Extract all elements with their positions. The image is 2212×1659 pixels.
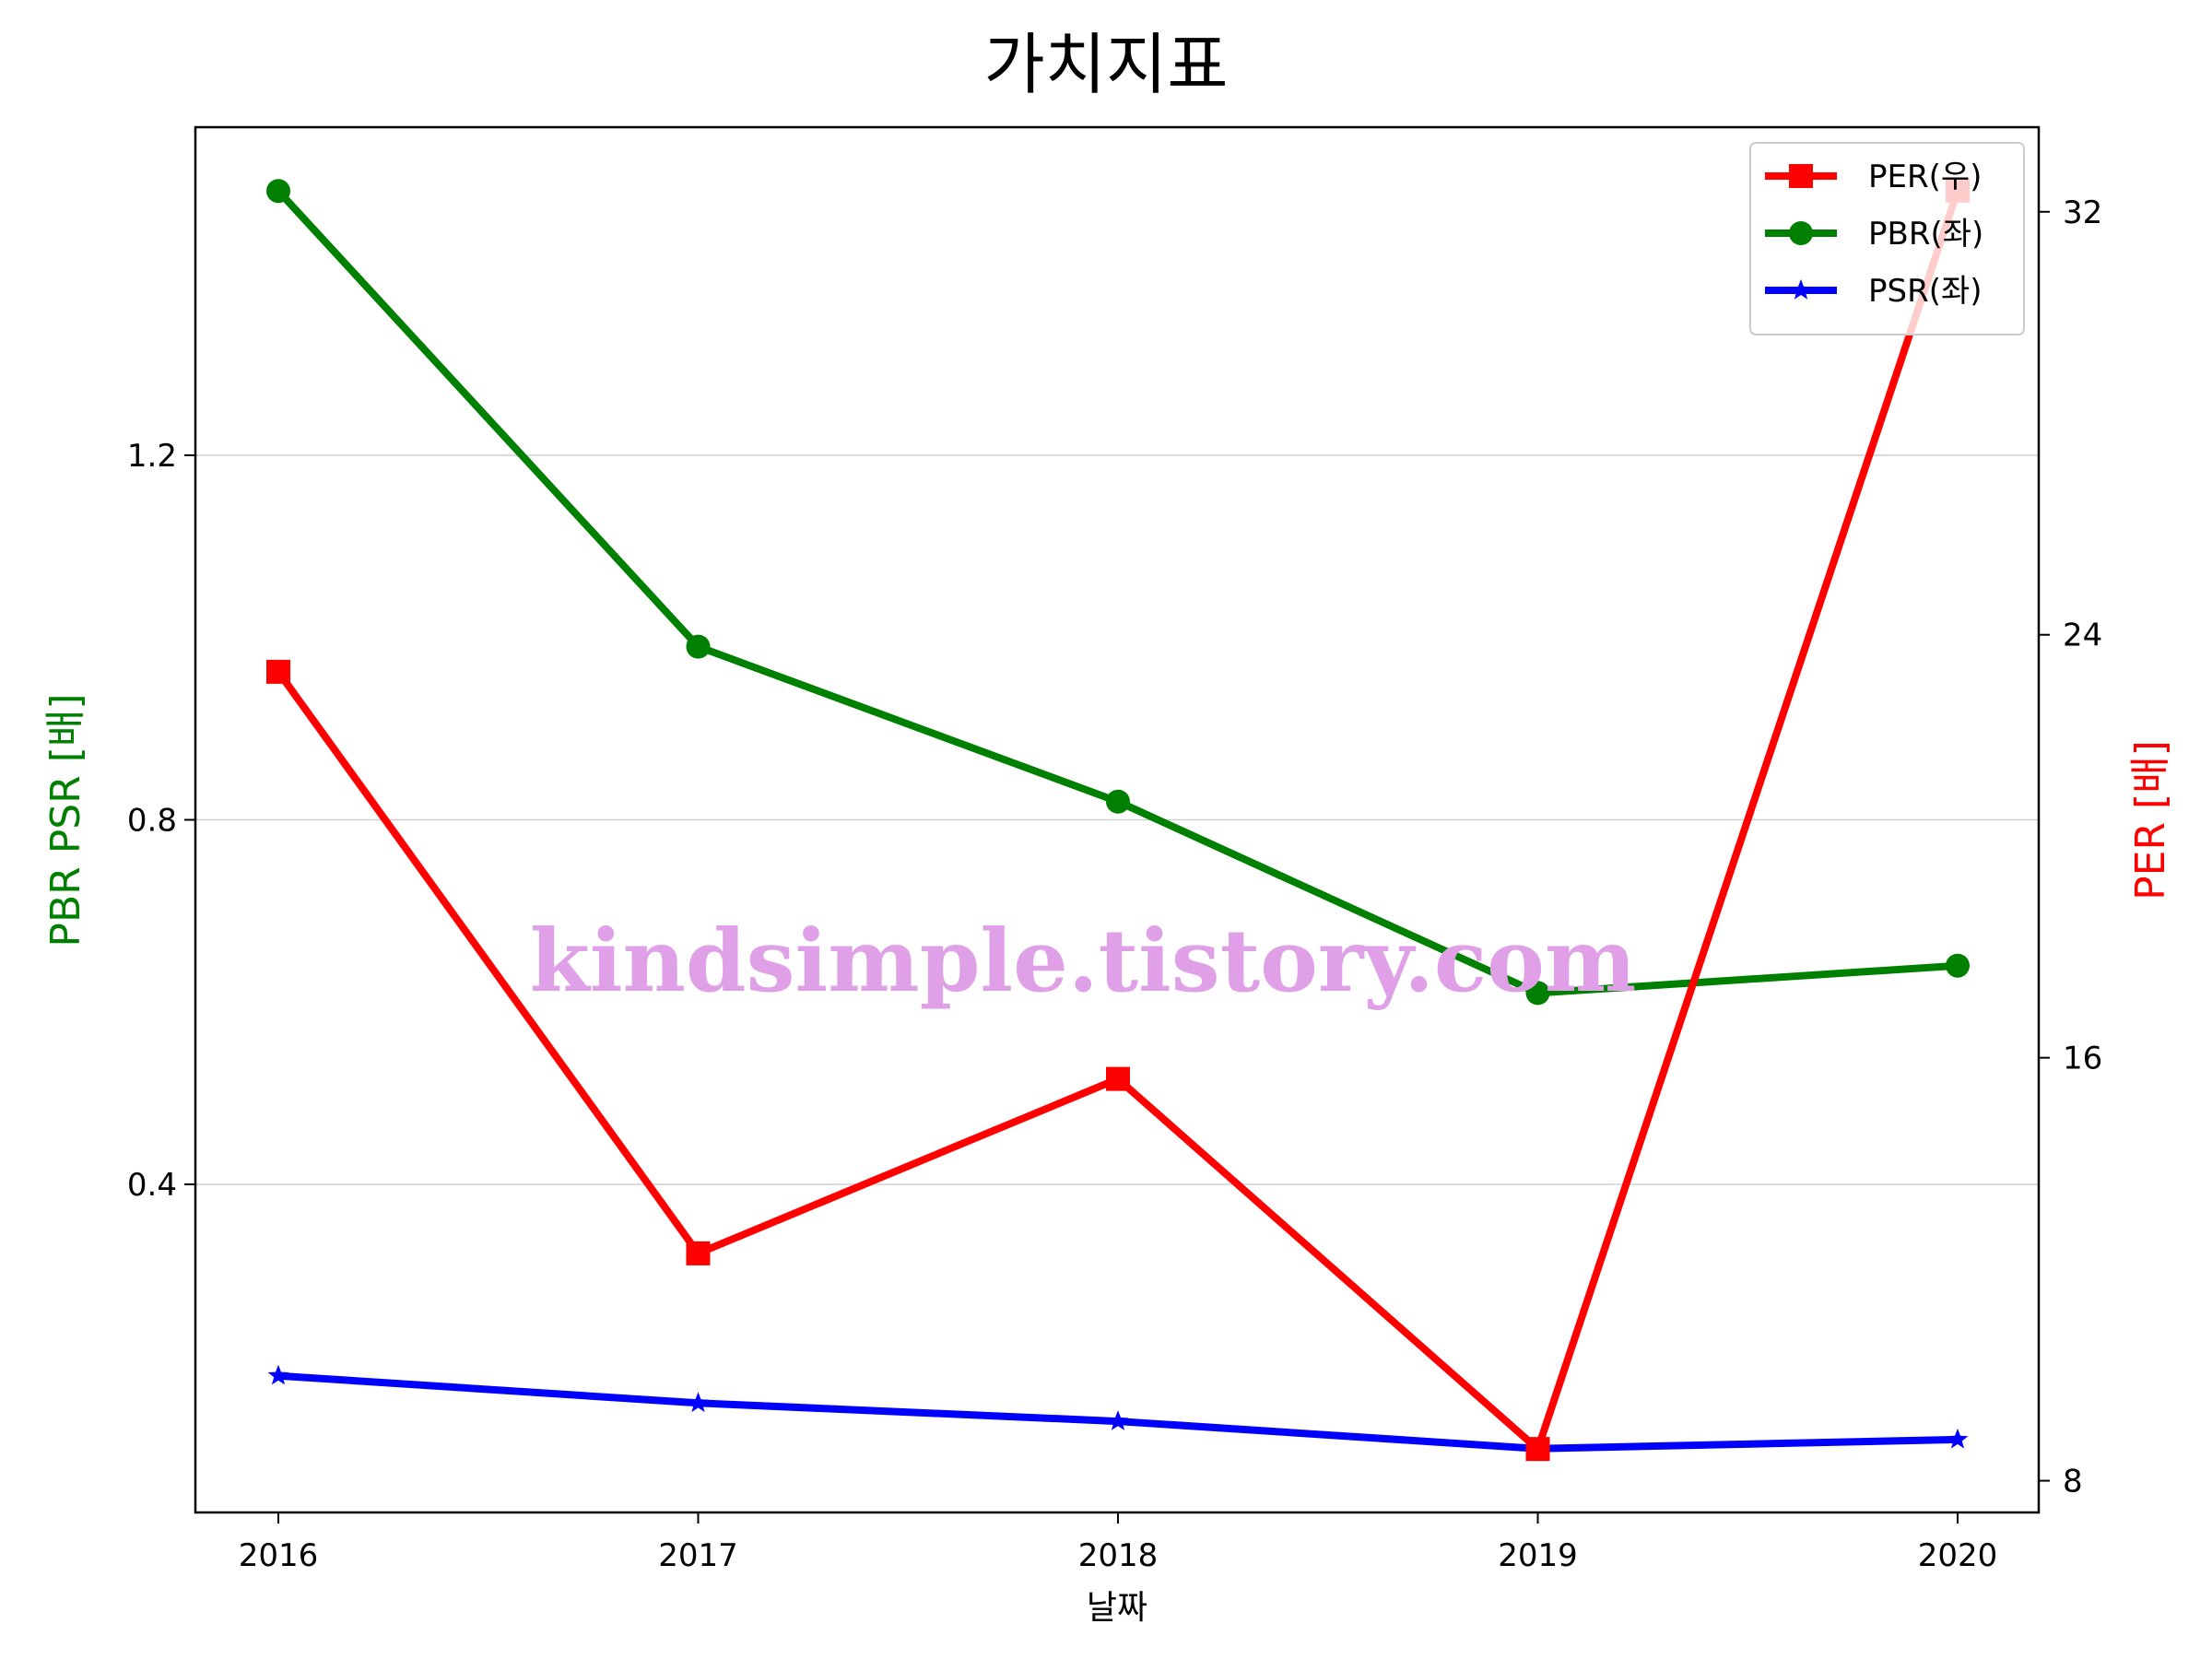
chart-title: 가치지표 <box>984 26 1229 103</box>
y-left-tick-label: 0.8 <box>127 803 177 840</box>
legend-swatch-marker <box>1790 279 1812 300</box>
legend: PER(우) PBR(좌) PSR(좌) <box>1749 142 2025 335</box>
legend-label: PBR(좌) <box>1868 216 1983 253</box>
data-point-psr <box>267 1364 289 1385</box>
x-tick-label: 2017 <box>658 1537 738 1574</box>
series-layer <box>266 178 1970 1462</box>
y-axis-left-label: PBR PSR [배] <box>42 693 89 947</box>
x-axis: 2016 2017 2018 2019 2020 <box>239 1512 1998 1574</box>
y-right-tick-label: 24 <box>2063 618 2102 654</box>
data-point-pbr <box>686 634 711 659</box>
y-right-tick-label: 16 <box>2063 1041 2102 1077</box>
legend-item-per: PER(우) <box>1765 159 1982 195</box>
legend-label: PER(우) <box>1868 159 1982 195</box>
x-tick-label: 2016 <box>239 1537 319 1574</box>
series-line-pbr <box>275 187 1961 997</box>
y-right-tick-label: 8 <box>2063 1464 2083 1500</box>
y-left-tick-label: 0.4 <box>127 1167 177 1204</box>
data-point-per <box>1525 1437 1550 1462</box>
y-axis-left: 0.4 0.8 1.2 <box>127 438 195 1204</box>
data-point-pbr <box>1946 953 1970 978</box>
y-right-tick-label: 32 <box>2063 194 2102 231</box>
y-axis-right: 8 16 24 32 <box>2039 194 2102 1500</box>
x-tick-label: 2018 <box>1078 1537 1159 1574</box>
data-point-pbr <box>1525 981 1550 1006</box>
data-point-per <box>686 1241 711 1265</box>
series-psr <box>267 1364 1969 1458</box>
y-axis-right-label: PER [배] <box>2127 740 2174 900</box>
watermark-text: kindsimple.tistory.com <box>530 911 1637 1012</box>
x-tick-label: 2019 <box>1498 1537 1578 1574</box>
data-point-psr <box>1947 1428 1969 1449</box>
gridlines <box>195 454 2039 1185</box>
data-point-psr <box>1107 1410 1129 1430</box>
data-point-psr <box>688 1392 709 1413</box>
legend-label: PSR(좌) <box>1868 273 1983 310</box>
x-axis-label: 날짜 <box>1087 1589 1147 1627</box>
legend-item-pbr: PBR(좌) <box>1765 216 1983 253</box>
data-point-pbr <box>266 179 290 204</box>
legend-swatch-marker <box>1789 164 1813 188</box>
x-tick-label: 2020 <box>1918 1537 1998 1574</box>
legend-swatch-marker <box>1789 221 1813 245</box>
legend-item-psr: PSR(좌) <box>1765 273 1983 310</box>
data-point-pbr <box>1106 789 1130 814</box>
data-point-per <box>266 659 290 684</box>
series-pbr <box>266 179 1970 1006</box>
data-point-per <box>1106 1066 1130 1091</box>
y-left-tick-label: 1.2 <box>127 438 177 475</box>
